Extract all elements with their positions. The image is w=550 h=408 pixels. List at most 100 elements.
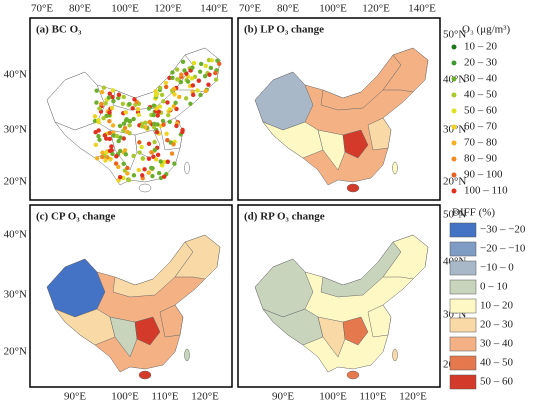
legend-dot	[451, 188, 457, 194]
panel-title: (c) CP O₃ change	[36, 211, 115, 223]
lon-label: 120°E	[191, 391, 219, 403]
lat-label: 30°N	[4, 289, 27, 301]
site-dot	[100, 150, 105, 155]
legend-label: 30 – 40	[464, 73, 498, 85]
site-dot	[131, 173, 137, 178]
site-dot	[103, 158, 108, 163]
site-dot	[103, 101, 108, 106]
site-dot	[154, 106, 159, 111]
site-dot	[139, 124, 145, 129]
lon-label: 110°E	[359, 391, 386, 403]
site-dot	[179, 72, 184, 77]
site-dot	[123, 118, 129, 123]
site-dot	[183, 96, 189, 101]
legend-label: 10 – 20	[480, 300, 514, 312]
lat-label: 50°N	[443, 209, 466, 221]
site-dot	[106, 95, 112, 100]
legend-swatch	[449, 241, 477, 257]
site-dot	[166, 112, 171, 118]
site-dot	[116, 164, 121, 170]
site-dot	[123, 152, 129, 157]
site-dot	[114, 133, 120, 139]
site-dot	[116, 178, 121, 183]
site-dot	[107, 148, 113, 154]
site-dot	[197, 69, 203, 74]
legend-label: 0 – 10	[480, 281, 508, 293]
site-dot	[142, 167, 147, 172]
site-dot	[185, 79, 191, 84]
site-dot	[111, 98, 116, 104]
legend-swatch	[449, 374, 477, 390]
lon-label: 140°E	[200, 3, 228, 15]
site-dot	[101, 85, 107, 90]
site-dot	[173, 100, 178, 105]
site-dot	[188, 101, 193, 107]
site-dot	[150, 166, 155, 171]
lon-label: 140°E	[408, 3, 436, 15]
site-dot	[174, 106, 179, 112]
island	[392, 348, 398, 362]
map-panel: (c) CP O₃ change	[29, 204, 233, 388]
lat-label: 30°N	[443, 124, 466, 136]
lat-label: 20°N	[4, 346, 27, 358]
site-dot	[126, 177, 132, 183]
site-dot	[152, 147, 158, 153]
site-dot	[136, 167, 141, 173]
site-dot	[182, 68, 187, 73]
site-dot	[213, 77, 219, 82]
island	[184, 161, 190, 175]
site-dot	[167, 119, 173, 125]
site-dot	[153, 93, 159, 98]
site-dot	[217, 61, 222, 67]
site-dot	[190, 65, 195, 70]
site-dot	[155, 113, 160, 118]
lat-label: 20°N	[4, 176, 27, 188]
site-dot	[130, 106, 135, 111]
lat-label: 50°N	[443, 29, 466, 41]
lon-label: 120°E	[362, 3, 390, 15]
site-dot	[118, 135, 123, 140]
island	[184, 348, 190, 362]
site-dot	[146, 170, 151, 175]
site-dot	[96, 118, 101, 123]
site-dot	[139, 144, 144, 150]
site-dot	[107, 119, 112, 124]
site-dot	[165, 100, 170, 105]
lon-label: 120°E	[399, 391, 427, 403]
island	[346, 183, 360, 193]
site-dot	[191, 92, 196, 98]
site-dot	[122, 125, 128, 131]
site-dot	[107, 130, 112, 136]
site-dot	[157, 104, 163, 109]
legend-swatch	[449, 336, 477, 352]
site-dot	[109, 144, 114, 149]
site-dot	[174, 67, 180, 72]
legend-title: DIFF (%)	[452, 207, 495, 219]
site-dot	[121, 94, 126, 100]
map-panel: (b) LP O₃ change	[237, 17, 441, 201]
site-dot	[146, 106, 152, 111]
lon-label: 120°E	[154, 3, 182, 15]
lon-label: 70°E	[31, 3, 53, 15]
site-dot	[131, 116, 136, 122]
lat-label: 40°N	[4, 69, 27, 81]
site-dot	[110, 123, 116, 128]
site-dot	[152, 139, 157, 145]
site-dot	[203, 63, 208, 69]
site-dot	[107, 136, 113, 142]
site-dot	[108, 156, 113, 162]
site-dot	[171, 86, 177, 92]
site-dot	[172, 92, 177, 97]
site-dot	[114, 154, 119, 159]
site-dot	[151, 154, 156, 160]
site-dot	[123, 110, 128, 115]
site-dot	[113, 161, 119, 166]
site-dot	[184, 71, 189, 76]
site-dot	[125, 171, 130, 176]
legend-label: 50 – 60	[480, 376, 514, 388]
site-dot	[131, 153, 136, 159]
site-dot	[99, 89, 105, 95]
legend-label: −20 – −10	[480, 243, 526, 255]
legend-swatch	[449, 317, 477, 333]
legend-dot	[451, 108, 457, 114]
